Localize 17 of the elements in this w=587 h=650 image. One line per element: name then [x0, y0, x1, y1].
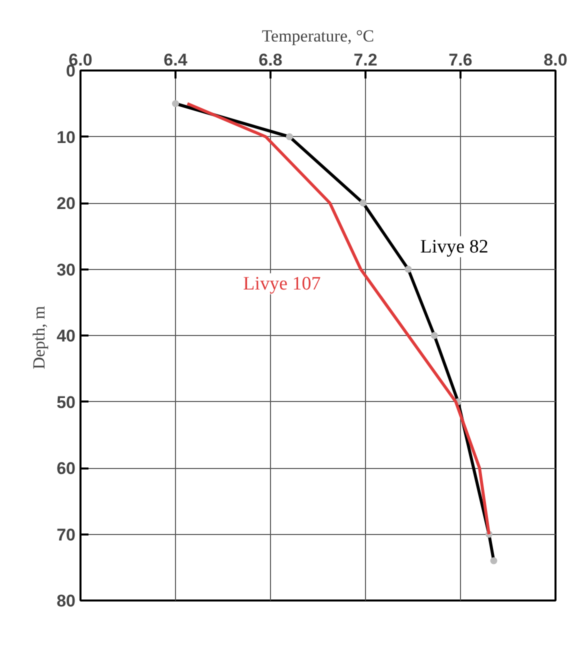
y-tick-label: 20: [56, 194, 76, 213]
series-label: Livye 82: [420, 236, 488, 258]
y-tick-label: 50: [56, 392, 76, 412]
x-tick-label: 6.4: [164, 50, 188, 70]
x-tick-label: 6.8: [258, 50, 282, 70]
y-tick-label: 70: [56, 525, 76, 544]
y-tick-label: 40: [56, 326, 76, 346]
y-tick-label: 10: [56, 128, 76, 147]
x-axis-title: Temperature, °C: [262, 26, 374, 46]
x-tick-label: 7.2: [354, 50, 378, 70]
y-tick-label: 60: [56, 459, 76, 478]
y-tick-label: 80: [56, 592, 76, 610]
y-tick-label: 30: [56, 260, 76, 280]
x-tick-label: 8.0: [544, 50, 568, 70]
y-axis-title: Depth, m: [30, 306, 49, 370]
series-label: Livye 107: [243, 273, 321, 294]
x-tick-label: 7.6: [448, 50, 472, 70]
